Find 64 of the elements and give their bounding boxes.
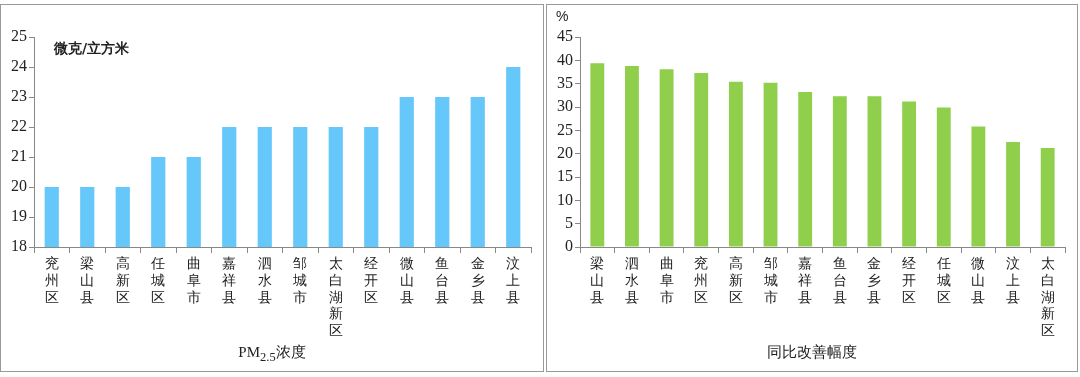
x-axis-title: 同比改善幅度 xyxy=(766,343,858,362)
x-axis-title: PM$_{2.5}$浓度 xyxy=(237,343,307,365)
y-tick-label: 25 xyxy=(557,120,573,138)
x-tick-label: 邹城市 xyxy=(762,255,778,305)
x-tick-label: 鱼台县 xyxy=(435,255,450,305)
bar xyxy=(1006,142,1020,247)
bar xyxy=(659,69,674,247)
x-tick-label: 任城区 xyxy=(150,255,166,305)
x-tick-label: 汶上县 xyxy=(506,255,521,305)
x-tick-label: 金乡县 xyxy=(470,255,485,305)
y-tick-label: 30 xyxy=(557,97,573,115)
x-tick-label: 太白湖新区 xyxy=(1040,255,1055,339)
y-tick-label: 23 xyxy=(11,87,27,105)
y-tick-label: 21 xyxy=(11,147,27,165)
x-tick-label: 兖州区 xyxy=(694,255,709,305)
y-tick-label: 18 xyxy=(11,237,27,255)
bar xyxy=(902,101,917,247)
x-tick-label: 鱼台县 xyxy=(832,255,847,305)
x-tick-label: 微山县 xyxy=(399,255,414,305)
bar xyxy=(867,96,882,247)
x-tick-label: 金乡县 xyxy=(867,255,882,305)
y-axis-title: 微克/立方米 xyxy=(53,39,131,56)
bar xyxy=(798,92,813,247)
bar xyxy=(590,63,605,247)
bar xyxy=(625,65,639,247)
x-tick-label: 泗水县 xyxy=(624,255,639,305)
x-tick-label: 嘉祥县 xyxy=(798,255,813,305)
x-tick-label: 梁山县 xyxy=(590,255,605,305)
x-tick-label: 曲阜市 xyxy=(659,255,674,305)
y-axis-title: % xyxy=(556,7,569,24)
x-tick-label: 高新区 xyxy=(115,255,130,305)
x-tick-label: 任城区 xyxy=(935,255,951,305)
bar xyxy=(694,72,709,247)
x-tick-label: 邹城市 xyxy=(292,255,308,305)
y-tick-label: 24 xyxy=(11,57,27,75)
x-tick-label: 兖州区 xyxy=(44,255,59,305)
y-tick-label: 35 xyxy=(557,73,573,91)
bar xyxy=(971,126,986,247)
x-tick-label: 经开区 xyxy=(364,255,379,305)
y-tick-label: 0 xyxy=(565,237,573,255)
y-tick-label: 20 xyxy=(557,143,573,161)
x-tick-label: 汶上县 xyxy=(1006,255,1021,305)
y-tick-label: 40 xyxy=(557,50,573,68)
x-tick-label: 嘉祥县 xyxy=(222,255,237,305)
x-tick-label: 梁山县 xyxy=(80,255,95,305)
x-tick-label: 微山县 xyxy=(971,255,986,305)
y-tick-label: 25 xyxy=(11,27,27,45)
bar xyxy=(728,81,743,247)
x-tick-label: 太白湖新区 xyxy=(328,255,343,339)
x-tick-label: 曲阜市 xyxy=(186,255,201,305)
bar xyxy=(936,107,951,247)
y-tick-label: 15 xyxy=(557,167,573,185)
y-tick-label: 45 xyxy=(557,27,573,45)
y-tick-label: 10 xyxy=(557,190,573,208)
x-tick-label: 泗水县 xyxy=(257,255,272,305)
bar xyxy=(763,82,778,247)
y-tick-label: 22 xyxy=(11,117,27,135)
y-tick-label: 19 xyxy=(11,207,27,225)
y-tick-label: 5 xyxy=(565,213,573,231)
bar xyxy=(1040,148,1055,247)
x-tick-label: 经开区 xyxy=(902,255,917,305)
y-tick-label: 20 xyxy=(11,177,27,195)
bar xyxy=(832,96,847,247)
x-tick-label: 高新区 xyxy=(728,255,743,305)
